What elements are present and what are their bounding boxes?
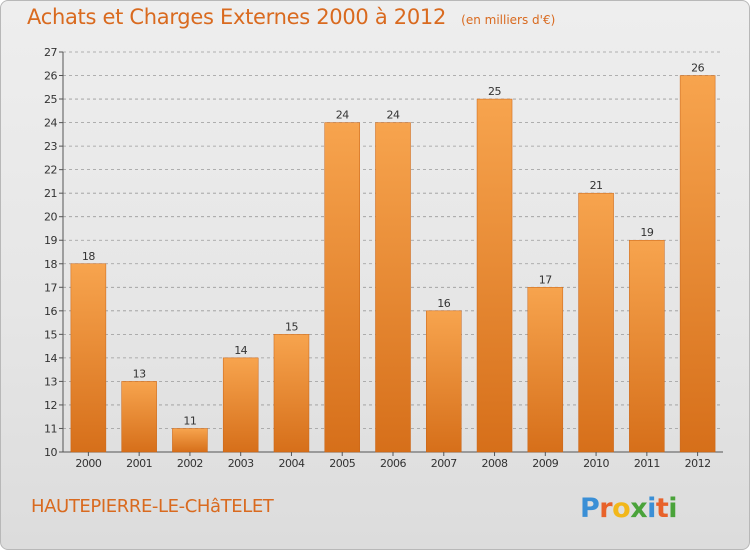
- x-tick-label: 2012: [685, 457, 711, 470]
- chart-subtitle: (en milliers d'€): [461, 13, 556, 27]
- x-tick-label: 2007: [431, 457, 457, 470]
- bar-value-label: 15: [285, 320, 298, 333]
- bar-value-label: 21: [590, 179, 603, 192]
- y-tick-label: 18: [44, 258, 57, 271]
- bar-value-label: 24: [336, 109, 349, 122]
- x-tick-label: 2011: [634, 457, 660, 470]
- bar-value-label: 13: [133, 367, 146, 380]
- bar: [578, 192, 614, 453]
- x-tick-label: 2004: [278, 457, 304, 470]
- x-tick-label: 2010: [583, 457, 609, 470]
- y-tick-label: 22: [44, 164, 57, 177]
- bar: [629, 239, 665, 453]
- bar-value-label: 14: [234, 344, 247, 357]
- x-tick-label: 2001: [126, 457, 152, 470]
- bar-value-label: 19: [640, 226, 653, 239]
- x-tick-label: 2006: [380, 457, 406, 470]
- svg-text:Proxiti: Proxiti: [580, 493, 677, 524]
- y-tick-label: 15: [44, 328, 57, 341]
- chart-title: Achats et Charges Externes 2000 à 2012: [27, 5, 447, 29]
- y-tick-label: 11: [44, 422, 57, 435]
- proxiti-logo: Proxiti: [580, 493, 678, 524]
- y-tick-label: 25: [44, 93, 57, 106]
- x-tick-label: 2005: [329, 457, 355, 470]
- y-tick-label: 20: [44, 211, 57, 224]
- y-tick-label: 17: [44, 281, 57, 294]
- bar-value-label: 11: [183, 414, 196, 427]
- y-tick-label: 14: [44, 352, 57, 365]
- bar-value-label: 25: [488, 85, 501, 98]
- bar: [476, 98, 513, 453]
- bar-value-label: 16: [437, 297, 450, 310]
- bar: [324, 122, 360, 453]
- x-tick-label: 2002: [177, 457, 203, 470]
- bar-value-label: 17: [539, 273, 552, 286]
- bar: [679, 75, 716, 453]
- bar: [273, 334, 310, 453]
- y-tick-label: 23: [44, 140, 57, 153]
- x-tick-label: 2000: [75, 457, 101, 470]
- bar-value-label: 18: [82, 250, 95, 263]
- y-tick-label: 10: [44, 446, 57, 459]
- title-row: Achats et Charges Externes 2000 à 2012 (…: [27, 5, 555, 29]
- y-tick-label: 13: [44, 375, 57, 388]
- x-tick-label: 2008: [482, 457, 508, 470]
- bar: [222, 357, 259, 453]
- y-tick-label: 19: [44, 234, 57, 247]
- bar: [70, 263, 107, 453]
- bar-value-label: 26: [691, 62, 704, 75]
- y-tick-label: 27: [44, 46, 57, 59]
- y-tick-label: 12: [44, 399, 57, 412]
- town-name: HAUTEPIERRE-LE-CHâTELET: [31, 496, 274, 517]
- bar: [527, 287, 564, 453]
- y-tick-label: 16: [44, 305, 57, 318]
- bar-value-label: 24: [387, 109, 400, 122]
- x-tick-label: 2003: [228, 457, 254, 470]
- x-tick-label: 2009: [532, 457, 558, 470]
- y-tick-label: 24: [44, 117, 57, 130]
- bar: [426, 310, 462, 453]
- bar: [375, 122, 411, 453]
- y-tick-label: 26: [44, 70, 57, 83]
- y-tick-label: 21: [44, 187, 57, 200]
- bar: [172, 428, 208, 453]
- bar: [121, 381, 157, 453]
